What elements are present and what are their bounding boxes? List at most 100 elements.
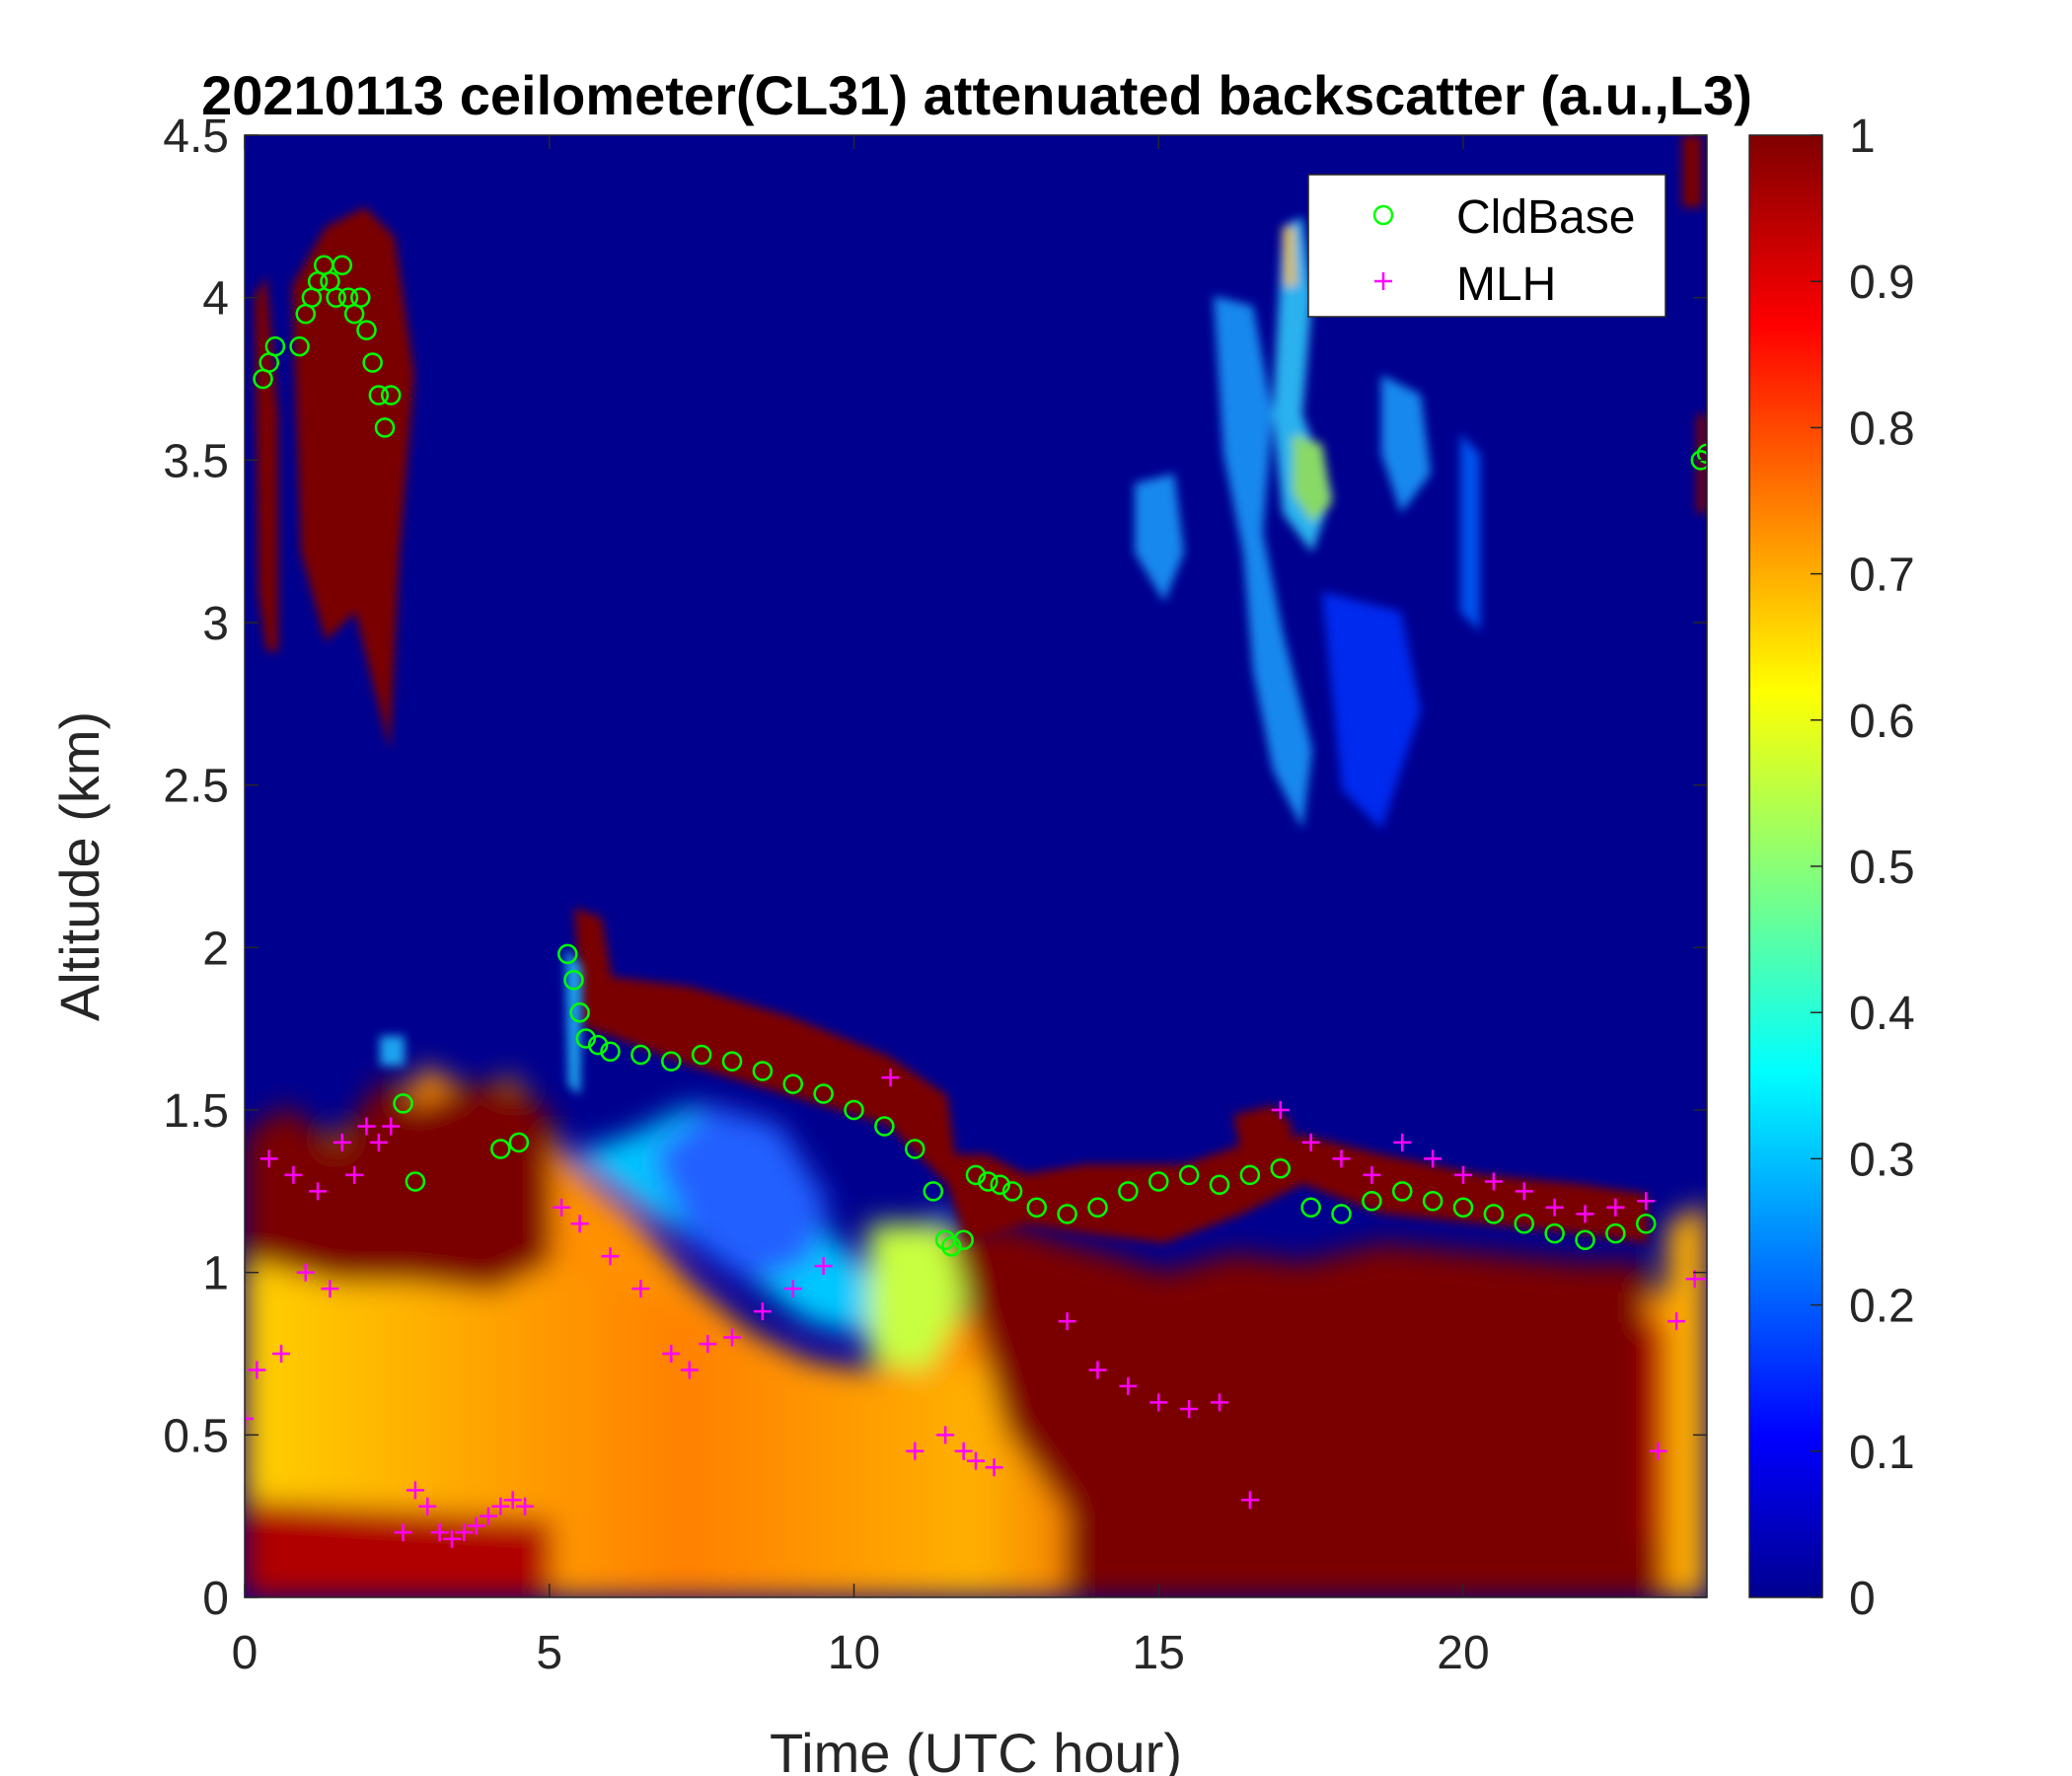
- mlh-point: [662, 1345, 681, 1363]
- mlh-point: [1637, 1192, 1656, 1211]
- cldbase-point: [661, 1051, 682, 1072]
- cldbase-point: [1057, 1204, 1077, 1224]
- cldbase-point: [965, 1164, 987, 1186]
- mlh-point: [369, 1133, 388, 1151]
- legend-mlh-label: MLH: [1456, 259, 1556, 311]
- cldbase-point: [923, 1181, 944, 1202]
- cldbase-point: [874, 1116, 895, 1137]
- mlh-point: [418, 1497, 437, 1516]
- cldbase-point: [569, 1001, 590, 1023]
- cldbase-point: [393, 1093, 413, 1114]
- mlh-point: [1240, 1491, 1259, 1510]
- cldbase-point: [587, 1034, 609, 1056]
- mlh-point: [723, 1328, 741, 1347]
- mlh-point: [985, 1458, 1003, 1477]
- colorbar-tick-label: 0.2: [1849, 1281, 1915, 1333]
- cldbase-point: [630, 1044, 651, 1066]
- mlh-point: [357, 1117, 376, 1136]
- mlh-point: [284, 1165, 303, 1184]
- cldbase-point: [380, 385, 402, 406]
- cldbase-point: [978, 1171, 999, 1192]
- mlh-point: [601, 1247, 620, 1266]
- mlh-point: [455, 1523, 474, 1542]
- mlh-point: [1606, 1198, 1625, 1217]
- y-tick-label: 0.5: [163, 1410, 229, 1462]
- mlh-point: [1393, 1133, 1412, 1151]
- y-tick-label: 2: [202, 923, 229, 975]
- mlh-point: [954, 1442, 973, 1460]
- cldbase-point: [362, 352, 383, 373]
- mlh-point: [345, 1165, 364, 1184]
- cldbase-point: [1544, 1222, 1565, 1244]
- y-tick-label: 1.5: [163, 1085, 229, 1138]
- colorbar-tick-label: 0: [1849, 1573, 1876, 1625]
- cldbase-point: [1026, 1197, 1047, 1219]
- cldbase-point: [1270, 1158, 1291, 1179]
- mlh-point: [1058, 1312, 1076, 1331]
- mlh-point: [516, 1497, 535, 1516]
- mlh-point: [406, 1481, 424, 1500]
- cldbase-point: [941, 1236, 962, 1257]
- x-tick-label: 20: [1437, 1627, 1489, 1679]
- boundary-layer-field: [245, 1066, 1707, 1597]
- mlh-point: [442, 1529, 461, 1548]
- mlh-point: [430, 1523, 449, 1542]
- x-tick-label: 0: [232, 1627, 259, 1679]
- mlh-point: [321, 1280, 339, 1298]
- cldbase-point: [1331, 1204, 1352, 1224]
- colorbar-ticks: 0 0.1 0.2 0.3 0.4 0.5 0.6 0.7 0.8 0.9 1: [1811, 111, 1915, 1625]
- cldbase-point: [557, 943, 578, 965]
- cldbase-point: [563, 970, 584, 991]
- mlh-point: [333, 1133, 351, 1151]
- mlh-point: [1332, 1149, 1351, 1168]
- cldbase-point: [1118, 1181, 1139, 1202]
- cldbase-point: [782, 1073, 803, 1094]
- y-tick-label: 3: [202, 598, 229, 650]
- chart-title: 20210113 ceilometer(CL31) attenuated bac…: [201, 64, 1752, 126]
- colorbar-tick-label: 0.1: [1849, 1427, 1915, 1479]
- cldbase-point: [374, 417, 396, 438]
- cldbase-point: [953, 1229, 974, 1250]
- mlh-point: [1271, 1101, 1290, 1119]
- cldbase-point: [691, 1044, 712, 1066]
- colorbar-tick-label: 0.7: [1849, 550, 1915, 602]
- colorbar-tick-label: 0.9: [1849, 257, 1915, 309]
- colorbar-tick-label: 1: [1849, 111, 1876, 163]
- y-tick-label: 0: [202, 1573, 229, 1625]
- y-tick-label: 2.5: [163, 761, 229, 813]
- legend-cldbase-marker: [1372, 204, 1394, 226]
- mlh-point: [783, 1280, 802, 1298]
- cldbase-point: [1178, 1164, 1200, 1186]
- mlh-point: [699, 1335, 717, 1354]
- mlh-point: [480, 1507, 497, 1525]
- cldbase-point: [1362, 1190, 1382, 1212]
- scattered-returns: [380, 217, 1480, 1095]
- mlh-point: [680, 1361, 699, 1379]
- colorbar-tick-label: 0.5: [1849, 842, 1915, 894]
- mlh-point: [967, 1451, 985, 1470]
- cldbase-point: [350, 287, 371, 308]
- mlh-point: [1698, 1270, 1707, 1289]
- cldbase-point: [752, 1061, 774, 1081]
- mlh-point: [245, 1409, 254, 1428]
- mlh-point: [382, 1117, 401, 1136]
- series-layer: [245, 255, 1707, 1548]
- mlh-point: [1545, 1198, 1564, 1217]
- mlh-point: [272, 1345, 291, 1363]
- cldbase-point: [490, 1139, 511, 1159]
- x-tick-label: 15: [1133, 1627, 1185, 1679]
- cldbase-point: [356, 320, 377, 340]
- mlh-point: [881, 1069, 900, 1087]
- x-axis: 0 5 10 15 20: [232, 135, 1490, 1679]
- cldbase-point: [289, 335, 310, 357]
- x-axis-title: Time (UTC hour): [770, 1722, 1182, 1776]
- colorbar: 0 0.1 0.2 0.3 0.4 0.5 0.6 0.7 0.8 0.9 1: [1748, 111, 1915, 1625]
- cldbase-point: [508, 1132, 530, 1153]
- y-tick-label: 4.5: [163, 111, 229, 163]
- cldbase-point: [905, 1139, 925, 1159]
- cldbase-point: [1690, 450, 1707, 471]
- mlh-point: [491, 1497, 510, 1516]
- mlh-point: [296, 1263, 315, 1282]
- mlh-point: [1667, 1312, 1686, 1331]
